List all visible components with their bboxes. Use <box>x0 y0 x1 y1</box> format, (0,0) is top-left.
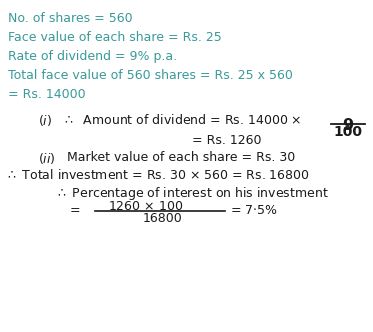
Text: 100: 100 <box>333 125 363 139</box>
Text: $\therefore$ Total investment = Rs. 30 $\times$ 560 = Rs. 16800: $\therefore$ Total investment = Rs. 30 $… <box>5 168 310 182</box>
Text: 16800: 16800 <box>143 212 183 225</box>
Text: 9: 9 <box>342 118 354 133</box>
Text: No. of shares = 560: No. of shares = 560 <box>8 12 133 25</box>
Text: = Rs. 1260: = Rs. 1260 <box>192 134 261 147</box>
Text: = 7$\cdot$5%: = 7$\cdot$5% <box>230 205 278 217</box>
Text: $\therefore$ Percentage of interest on his investment: $\therefore$ Percentage of interest on h… <box>55 185 329 202</box>
Text: Rate of dividend = 9% p.a.: Rate of dividend = 9% p.a. <box>8 50 177 63</box>
Text: Market value of each share = Rs. 30: Market value of each share = Rs. 30 <box>67 151 295 164</box>
Text: 1260 $\times$ 100: 1260 $\times$ 100 <box>108 200 183 213</box>
Text: =: = <box>70 205 81 217</box>
Text: $\therefore$  Amount of dividend = Rs. 14000 $\times$: $\therefore$ Amount of dividend = Rs. 14… <box>62 113 302 127</box>
Text: $(ii)$: $(ii)$ <box>38 151 56 166</box>
Text: $(i)$: $(i)$ <box>38 113 52 128</box>
Text: = Rs. 14000: = Rs. 14000 <box>8 88 86 101</box>
Text: Total face value of 560 shares = Rs. 25 x 560: Total face value of 560 shares = Rs. 25 … <box>8 69 293 82</box>
Text: Face value of each share = Rs. 25: Face value of each share = Rs. 25 <box>8 31 222 44</box>
